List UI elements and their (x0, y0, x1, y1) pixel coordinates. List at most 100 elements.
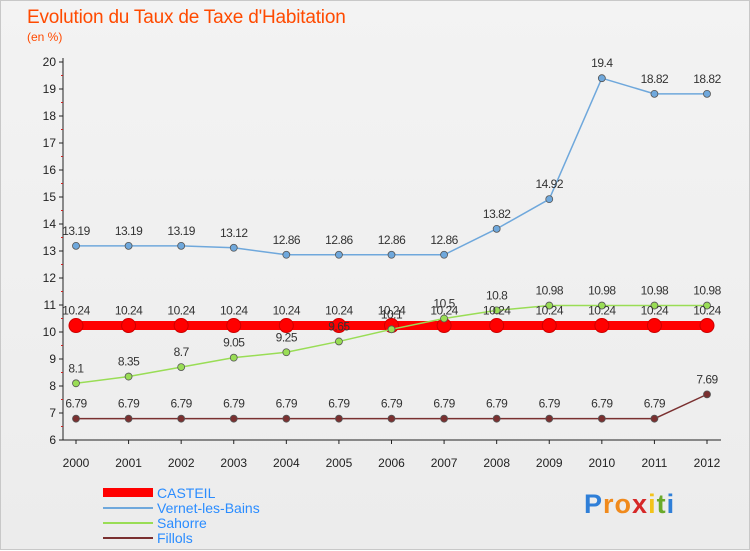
data-point (124, 241, 133, 250)
data-label: 10.24 (483, 304, 511, 318)
data-label: 6.79 (223, 397, 245, 411)
data-label: 6.79 (118, 397, 140, 411)
unit-label: (en %) (27, 30, 63, 44)
data-point (229, 353, 238, 362)
data-label: 10.24 (167, 304, 195, 318)
data-label: 18.82 (641, 72, 669, 86)
x-tick-label: 2003 (220, 456, 247, 470)
y-tick-label: 6 (49, 433, 56, 447)
data-label: 7.69 (696, 372, 718, 386)
brand-letter: o (614, 489, 633, 519)
data-label: 6.79 (65, 397, 87, 411)
y-tick-label: 9 (49, 352, 56, 366)
data-point (335, 250, 343, 259)
x-tick-label: 2012 (694, 456, 721, 470)
data-point (229, 243, 238, 252)
data-label: 19.4 (591, 56, 613, 70)
data-label: 12.86 (325, 233, 353, 247)
data-point (387, 325, 396, 334)
data-point (545, 301, 554, 310)
legend-label: Vernet-les-Bains (157, 499, 260, 516)
x-tick-label: 2010 (588, 456, 615, 470)
data-label: 10.5 (433, 297, 455, 311)
data-point (699, 318, 715, 334)
data-label: 10.24 (115, 304, 143, 318)
x-tick-label: 2005 (326, 456, 353, 470)
data-point (597, 74, 606, 83)
x-tick-label: 2000 (63, 456, 90, 470)
legend-swatch (103, 521, 153, 524)
x-tick-label: 2008 (483, 456, 510, 470)
x-tick-label: 2011 (642, 456, 668, 470)
data-point (226, 318, 242, 334)
data-label: 13.19 (115, 224, 143, 238)
brand-letter: t (656, 489, 667, 519)
data-point (489, 318, 505, 334)
data-label: 10.24 (62, 304, 90, 318)
data-point (440, 414, 448, 423)
brand-letter: r (603, 489, 615, 519)
data-point (597, 414, 606, 423)
y-tick-label: 19 (43, 82, 57, 96)
y-tick-label: 18 (43, 109, 57, 123)
data-point (177, 363, 186, 372)
data-label: 10.98 (588, 284, 616, 298)
data-point (492, 414, 501, 423)
y-tick-label: 13 (43, 244, 57, 258)
data-label: 10.8 (486, 288, 508, 302)
y-tick-label: 7 (49, 406, 56, 420)
data-label: 10.24 (535, 304, 563, 318)
data-point (650, 414, 659, 423)
data-label: 13.82 (483, 207, 511, 221)
data-point (440, 250, 448, 259)
data-label: 12.86 (273, 233, 301, 247)
data-point (492, 306, 501, 315)
data-point (282, 348, 291, 357)
data-label: 6.79 (539, 397, 561, 411)
data-label: 6.79 (591, 397, 613, 411)
data-point (597, 301, 606, 310)
x-tick-label: 2006 (378, 456, 405, 470)
data-label: 18.82 (693, 72, 721, 86)
brand-letter: i (666, 489, 676, 519)
y-tick-label: 8 (49, 379, 56, 393)
data-label: 10.98 (535, 284, 563, 298)
data-point (492, 224, 501, 233)
data-label: 10.24 (693, 304, 721, 318)
data-point (545, 195, 554, 204)
data-label: 6.79 (644, 397, 666, 411)
data-point (72, 241, 80, 250)
data-point (124, 414, 133, 423)
data-label: 6.79 (276, 397, 298, 411)
data-label: 14.92 (535, 177, 563, 191)
data-point (703, 390, 711, 399)
data-point (72, 379, 80, 388)
legend-item: Fillols (103, 529, 260, 546)
legend-label: CASTEIL (157, 484, 216, 501)
y-tick-label: 16 (43, 163, 57, 177)
data-point (331, 318, 347, 334)
data-point (440, 314, 448, 323)
data-label: 13.19 (62, 224, 90, 238)
x-tick-label: 2007 (431, 456, 458, 470)
data-label: 12.86 (430, 233, 458, 247)
legend-swatch (103, 506, 153, 509)
y-tick-label: 20 (43, 55, 57, 69)
data-point (282, 250, 291, 259)
data-point (68, 318, 84, 334)
data-point (650, 301, 659, 310)
data-label: 10.24 (220, 304, 248, 318)
data-point (278, 318, 294, 334)
brand-letter: P (584, 489, 604, 519)
data-point (646, 318, 662, 334)
data-point (387, 414, 396, 423)
data-point (124, 372, 133, 381)
data-point (177, 414, 186, 423)
data-label: 6.79 (170, 397, 192, 411)
data-point (703, 301, 711, 310)
data-label: 10.24 (273, 304, 301, 318)
brand-letter: i (648, 489, 657, 519)
legend-label: Fillols (157, 529, 193, 546)
brand-letter: x (632, 489, 649, 519)
